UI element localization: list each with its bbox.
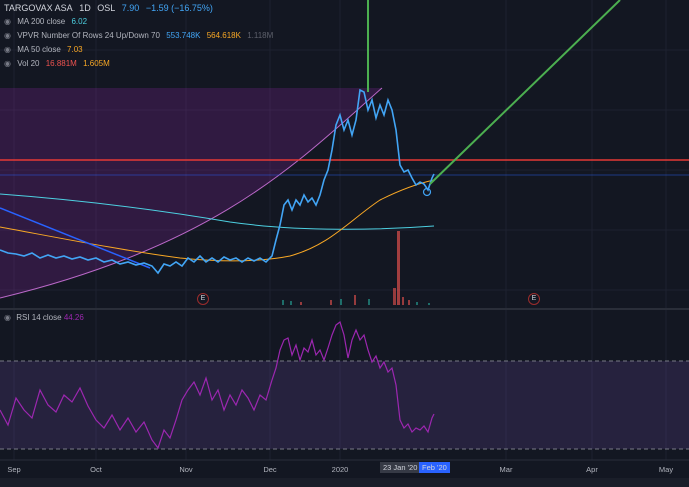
price-line [0,88,435,275]
symbol-header[interactable]: TARGOVAX ASA 1D OSL 7.90 −1.59 (−16.75%) [4,3,217,13]
rsi-band [0,361,689,449]
downtrend-line[interactable] [0,207,151,269]
shaded-zone [0,88,382,298]
trend-line-up[interactable] [429,0,621,185]
indicator-value: 16.881M [45,59,77,68]
x-axis-label: Nov [179,465,193,474]
x-axis-label: Oct [90,465,102,474]
ma50-line [0,179,435,262]
indicator-ma200[interactable]: ◉ MA 200 close 6.02 [4,17,91,27]
indicator-toggle-icon[interactable]: ◉ [4,31,11,40]
indicator-value: 7.03 [67,45,83,54]
indicator-volume[interactable]: ◉ Vol 20 16.881M 1.605M [4,59,114,69]
date-flag-end[interactable]: Feb '20 [419,462,450,473]
indicator-name: VPVR Number Of Rows 24 Up/Down 70 [17,31,160,40]
indicator-value: 6.02 [71,17,88,26]
indicator-toggle-icon[interactable]: ◉ [4,313,11,322]
rsi-line [0,321,435,450]
indicator-rsi[interactable]: ◉ RSI 14 close 44.26 [4,313,84,322]
earnings-marker[interactable]: E [528,293,540,305]
indicator-toggle-icon[interactable]: ◉ [4,59,11,68]
last-price: 7.90 [121,3,140,13]
indicator-toggle-icon[interactable]: ◉ [4,17,11,26]
exchange: OSL [97,3,116,13]
indicator-vpvr[interactable]: ◉ VPVR Number Of Rows 24 Up/Down 70 553.… [4,31,277,41]
interval[interactable]: 1D [79,3,91,13]
indicator-name: MA 200 close [17,17,66,26]
x-axis-label: Sep [7,465,21,474]
indicator-value: 564.618K [206,31,241,40]
date-flag-start[interactable]: 23 Jan '20 [380,462,421,473]
symbol-name[interactable]: TARGOVAX ASA [4,3,73,13]
indicator-value: 1.118M [247,31,274,40]
x-axis-label: Mar [499,465,513,474]
x-axis-label: Apr [586,465,598,474]
x-axis-label: May [658,465,674,474]
earnings-marker[interactable]: E [197,293,209,305]
price-change: −1.59 (−16.75%) [145,3,213,13]
bottom-toolbar [0,478,689,487]
indicator-ma50[interactable]: ◉ MA 50 close 7.03 [4,45,87,55]
ma200-line [0,193,435,230]
x-axis-label: 2020 [331,465,349,474]
anchor-point[interactable] [422,187,432,197]
indicator-toggle-icon[interactable]: ◉ [4,45,11,54]
indicator-value: 44.26 [63,313,84,322]
indicator-name: RSI 14 close [16,313,62,322]
indicator-value: 1.605M [83,59,110,68]
indicator-name: Vol 20 [17,59,40,68]
x-axis-label: Dec [263,465,277,474]
indicator-value: 553.748K [166,31,201,40]
volume-bars [282,231,430,305]
indicator-name: MA 50 close [17,45,61,54]
